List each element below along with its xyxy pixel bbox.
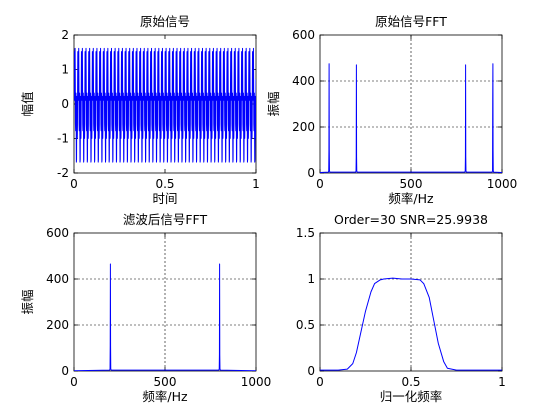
subplot-4: 0 0.5 1 0 0.5 1 1.5 Order=30 SNR=25.9938 归一化频率 (296, 212, 506, 404)
series-line (74, 47, 256, 163)
x-tick-label: 0 (70, 177, 78, 191)
y-tick-label: 400 (292, 74, 315, 88)
y-tick-label: 400 (46, 272, 69, 286)
y-tick-label: 0.5 (296, 318, 315, 332)
y-axis-label: 幅值 (20, 91, 35, 116)
y-tick-label: 0 (61, 364, 69, 378)
chart-title: 滤波后信号FFT (123, 212, 208, 227)
x-tick-label: 500 (154, 375, 177, 389)
series-line (74, 263, 256, 371)
y-tick-label: 600 (46, 226, 69, 240)
y-tick-label: 200 (46, 318, 69, 332)
x-tick-label: 1000 (241, 375, 272, 389)
chart-title: Order=30 SNR=25.9938 (334, 212, 488, 227)
y-tick-label: -2 (57, 166, 69, 180)
subplot-3: 0 500 1000 0 200 400 600 滤波后信号FFT 频率/Hz 振幅 (20, 212, 271, 404)
x-tick-label: 1 (498, 375, 506, 389)
y-tick-label: 1.5 (296, 226, 315, 240)
x-tick-label: 0 (70, 375, 78, 389)
y-tick-label: 600 (292, 28, 315, 42)
y-tick-label: 2 (61, 28, 69, 42)
chart-title: 原始信号 (140, 14, 190, 29)
x-tick-label: 1 (252, 177, 260, 191)
x-axis-label: 频率/Hz (142, 389, 188, 404)
x-tick-label: 0 (316, 375, 324, 389)
y-axis-label: 振幅 (266, 91, 281, 116)
y-axis-label: 振幅 (20, 289, 35, 314)
y-tick-label: 1 (61, 63, 69, 77)
y-tick-label: 0 (61, 97, 69, 111)
y-tick-label: 0 (307, 364, 315, 378)
y-tick-label: -1 (57, 132, 69, 146)
x-tick-label: 0.5 (155, 177, 174, 191)
y-tick-label: 200 (292, 120, 315, 134)
y-tick-label: 1 (307, 272, 315, 286)
subplot-2: 0 500 1000 0 200 400 600 原始信号FFT 频率/Hz 振幅 (266, 14, 517, 206)
series-line (320, 63, 502, 173)
y-tick-label: 0 (307, 166, 315, 180)
x-tick-label: 500 (400, 177, 423, 191)
x-axis-label: 频率/Hz (388, 191, 434, 206)
x-axis-label: 时间 (152, 191, 177, 206)
x-tick-label: 1000 (487, 177, 518, 191)
x-tick-label: 0.5 (401, 375, 420, 389)
x-axis-label: 归一化频率 (380, 389, 443, 404)
series-line (320, 277, 502, 371)
x-tick-label: 0 (316, 177, 324, 191)
chart-title: 原始信号FFT (375, 14, 447, 29)
